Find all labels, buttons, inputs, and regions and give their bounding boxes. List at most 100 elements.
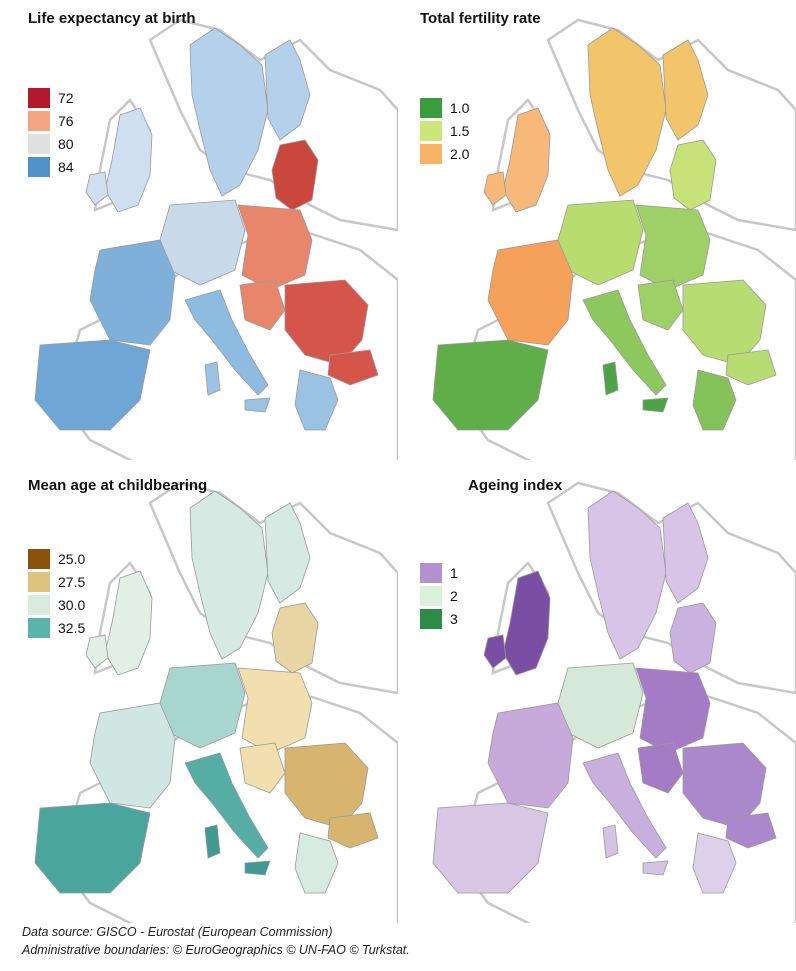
legend-swatch — [28, 87, 50, 108]
legend-label: 2.0 — [450, 145, 470, 162]
map-panel-mean-age-childbearing: Mean age at childbearing 25.0 27.5 30.0 … — [0, 463, 398, 923]
map-region — [244, 860, 271, 876]
map-region — [244, 397, 271, 413]
map-region — [294, 369, 339, 431]
map-region — [239, 279, 286, 331]
legend-item: 1.0 — [420, 96, 469, 119]
legend-item: 32.5 — [28, 616, 85, 639]
map-panel-life-expectancy: Life expectancy at birth 72 76 80 84 — [0, 0, 398, 460]
legend-item: 3 — [420, 607, 458, 630]
map-region — [189, 27, 269, 197]
legend-item: 2.0 — [420, 142, 469, 165]
legend: 1 2 3 — [420, 561, 458, 630]
legend-swatch — [28, 617, 50, 638]
map-region — [104, 570, 153, 676]
legend-item: 30.0 — [28, 593, 85, 616]
europe-map — [432, 481, 796, 923]
boundaries-line: Administrative boundaries: © EuroGeograp… — [22, 943, 410, 957]
map-region — [692, 832, 737, 894]
legend-item: 25.0 — [28, 547, 85, 570]
legend-swatch — [28, 594, 50, 615]
legend-swatch — [420, 562, 442, 583]
map-region — [184, 752, 269, 859]
legend-swatch — [420, 120, 442, 141]
map-region — [483, 634, 507, 669]
map-region — [184, 289, 269, 396]
map-region — [189, 490, 269, 660]
panel-title: Total fertility rate — [420, 10, 541, 27]
legend-swatch — [420, 143, 442, 164]
map-region — [635, 667, 711, 754]
map-panel-fertility-rate: Total fertility rate 1.0 1.5 2.0 — [398, 0, 796, 460]
legend-label: 32.5 — [58, 619, 86, 636]
map-region — [89, 702, 176, 809]
map-region — [85, 634, 109, 669]
map-region — [432, 339, 549, 431]
legend-item: 76 — [28, 109, 74, 132]
legend-item: 84 — [28, 155, 74, 178]
map-region — [271, 139, 319, 211]
map-region — [204, 361, 221, 396]
legend-swatch — [420, 608, 442, 629]
map-region — [502, 107, 551, 213]
map-region — [237, 667, 313, 754]
map-region — [637, 279, 684, 331]
map-region — [264, 502, 311, 604]
legend-swatch — [28, 133, 50, 154]
legend-item: 27.5 — [28, 570, 85, 593]
map-region — [669, 602, 717, 674]
legend-swatch — [28, 156, 50, 177]
legend-item: 72 — [28, 86, 74, 109]
source-note: Data source: GISCO - Eurostat (European … — [22, 923, 410, 959]
map-region — [725, 349, 777, 386]
map-region — [239, 742, 286, 794]
map-panel-ageing-index: Ageing index 1 2 3 — [398, 463, 796, 923]
map-region — [34, 339, 151, 431]
map-region — [587, 27, 667, 197]
map-region — [662, 502, 709, 604]
map-region — [271, 602, 319, 674]
map-region — [487, 702, 574, 809]
europe-map — [432, 18, 796, 460]
legend-label: 1.5 — [450, 122, 470, 139]
map-region — [237, 204, 313, 291]
map-region — [487, 239, 574, 346]
legend-label: 1 — [450, 564, 458, 581]
map-region — [327, 349, 379, 386]
legend-swatch — [28, 571, 50, 592]
map-region — [692, 369, 737, 431]
map-region — [34, 802, 151, 894]
legend: 25.0 27.5 30.0 32.5 — [28, 547, 85, 639]
legend-item: 80 — [28, 132, 74, 155]
legend-item: 2 — [420, 584, 458, 607]
legend-label: 3 — [450, 610, 458, 627]
legend-swatch — [420, 585, 442, 606]
map-region — [483, 171, 507, 206]
legend-label: 76 — [58, 112, 74, 129]
map-region — [635, 204, 711, 291]
map-region — [637, 742, 684, 794]
panel-title: Ageing index — [468, 477, 563, 494]
legend-item: 1 — [420, 561, 458, 584]
map-region — [89, 239, 176, 346]
source-line: Data source: GISCO - Eurostat (European … — [22, 925, 333, 939]
legend-swatch — [420, 97, 442, 118]
map-region — [725, 812, 777, 849]
map-region — [104, 107, 153, 213]
legend-label: 30.0 — [58, 596, 86, 613]
map-region — [294, 832, 339, 894]
europe-map — [34, 18, 398, 460]
map-region — [502, 570, 551, 676]
map-region — [642, 860, 669, 876]
map-region — [669, 139, 717, 211]
panel-title: Life expectancy at birth — [28, 10, 196, 27]
legend: 72 76 80 84 — [28, 86, 74, 178]
legend-swatch — [28, 110, 50, 131]
legend-swatch — [28, 548, 50, 569]
map-region — [582, 289, 667, 396]
map-region — [264, 39, 311, 141]
map-region — [204, 824, 221, 859]
map-region — [327, 812, 379, 849]
map-region — [582, 752, 667, 859]
map-region — [432, 802, 549, 894]
